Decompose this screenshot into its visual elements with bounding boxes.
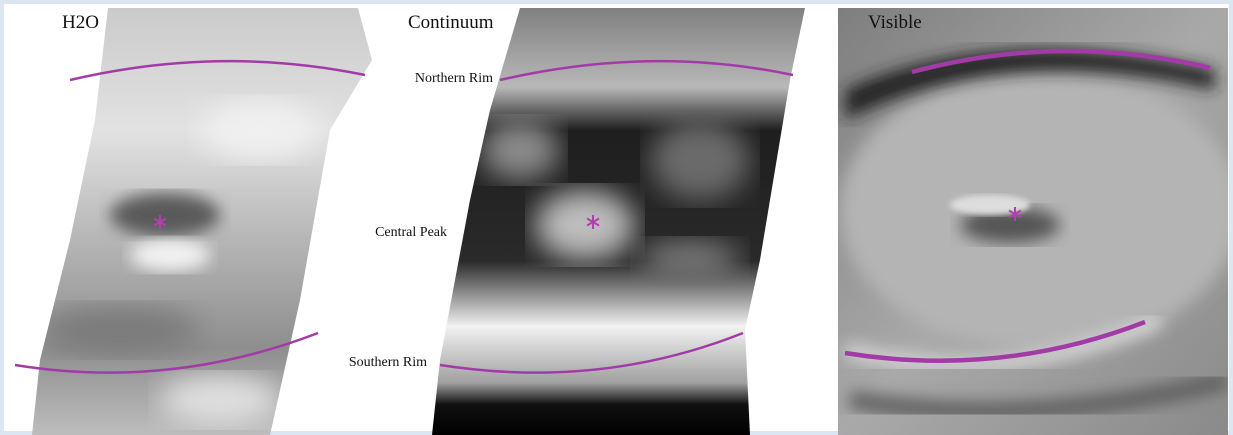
rim-label: Southern Rim [349,355,427,370]
panel-title: Visible [868,12,922,33]
peak-label: Central Peak [375,225,447,240]
figure: H2O Continuum Visible Northern Rim Centr… [0,0,1233,435]
visible-image [838,8,1233,435]
panel-title: H2O [62,12,99,33]
panel-title: Continuum [408,12,494,33]
rim-label: Northern Rim [415,71,493,86]
